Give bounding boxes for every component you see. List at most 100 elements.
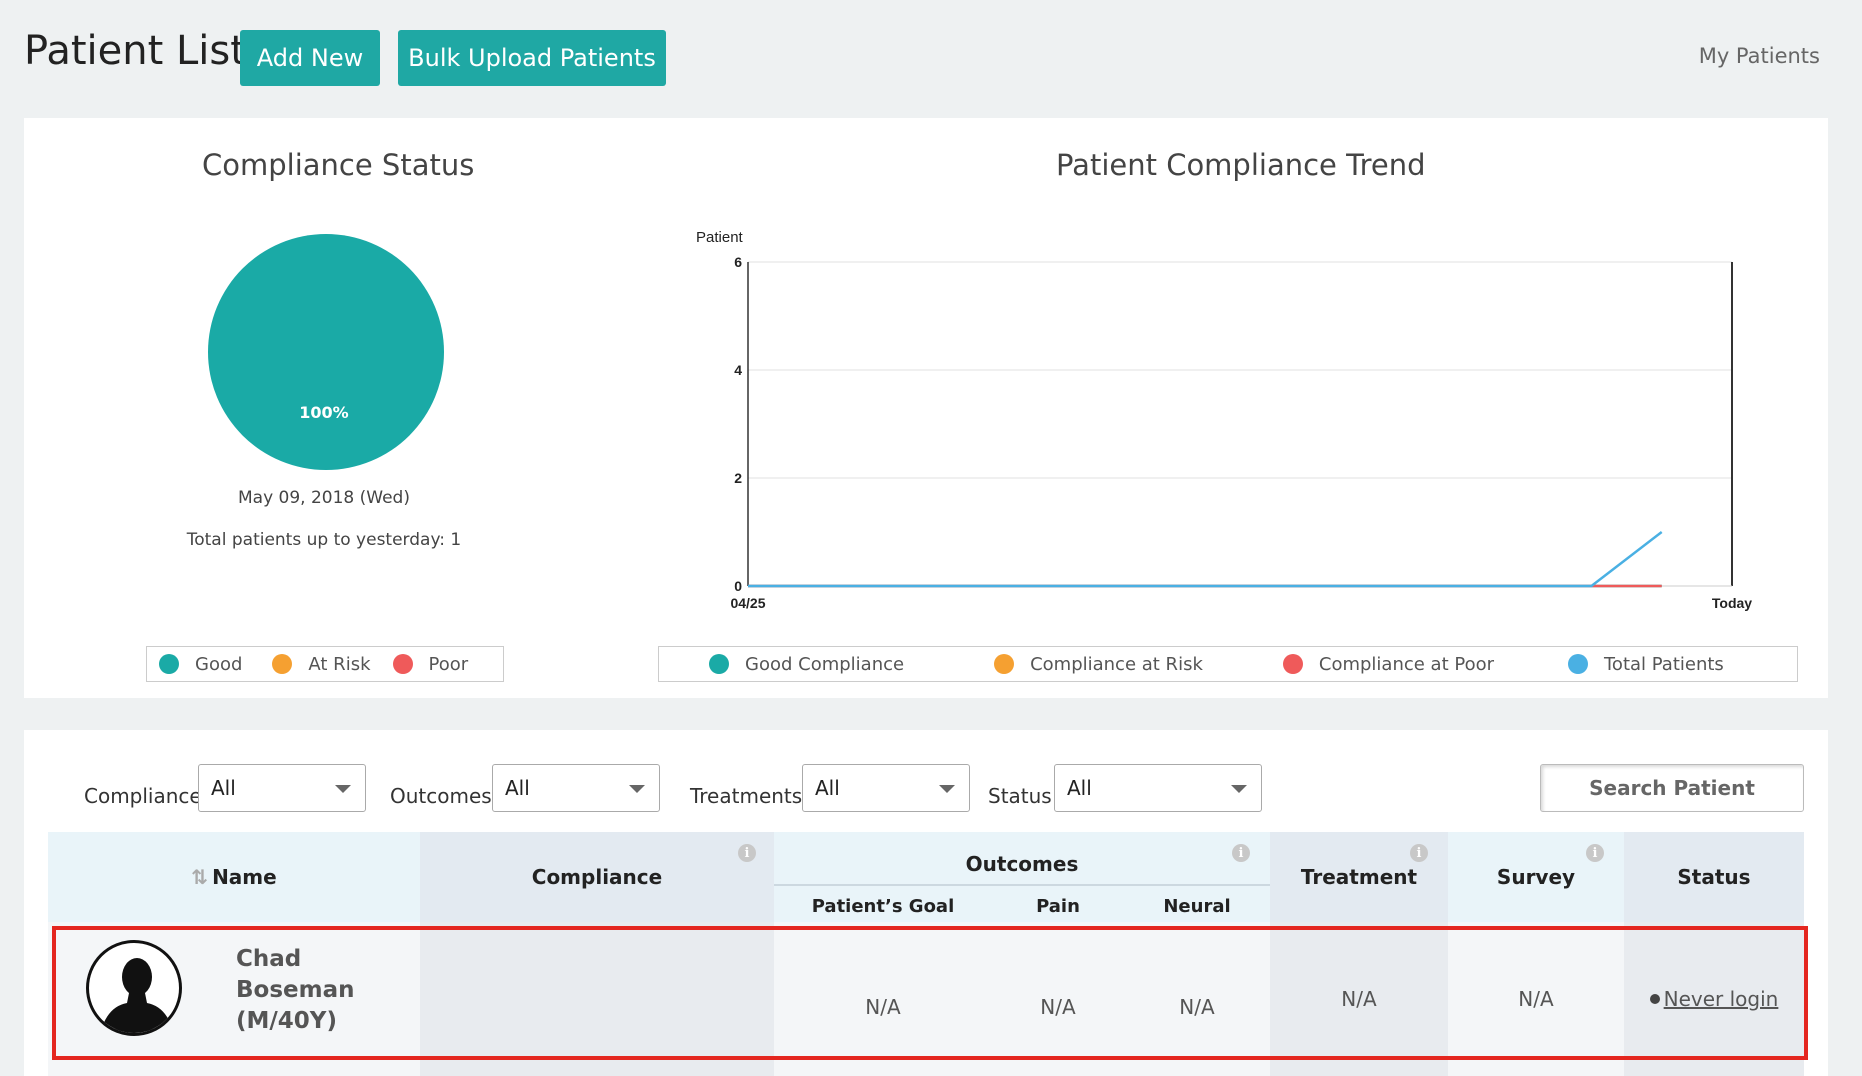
good-compliance-dot-icon — [709, 654, 729, 674]
neural-subheader: Neural — [1163, 896, 1231, 917]
legend-good-compliance-label: Good Compliance — [745, 653, 905, 675]
chevron-down-icon — [629, 785, 645, 793]
search-patient-button[interactable]: Search Patient — [1540, 764, 1804, 812]
table-header: ⇅ Name Compliance i Outcomes i Patient’s… — [48, 832, 1804, 922]
status-dot-icon — [1649, 994, 1660, 1004]
trend-title: Patient Compliance Trend — [1056, 148, 1426, 182]
name-column-header[interactable]: ⇅ Name — [48, 832, 420, 922]
patient-table-card: Compliance All Outcomes All Treatments A… — [24, 730, 1828, 1076]
y-tick-label: 6 — [734, 254, 742, 270]
neural-value: N/A — [1179, 995, 1215, 1019]
legend-compliance-poor-label: Compliance at Poor — [1318, 653, 1494, 675]
status-filter-label: Status — [988, 784, 1052, 808]
trend-line-chart: Patient 0 2 4 6 04/25 Today — [696, 229, 1752, 611]
poor-dot-icon — [392, 654, 413, 674]
never-login-link[interactable]: Never login — [1663, 987, 1779, 1011]
status-filter-select[interactable]: All — [1054, 764, 1262, 812]
outcomes-filter-label: Outcomes — [390, 784, 492, 808]
compliance-info-icon[interactable]: i — [738, 844, 756, 862]
bulk-upload-button[interactable]: Bulk Upload Patients — [398, 30, 666, 86]
outcomes-header-label: Outcomes — [965, 852, 1079, 876]
compliance-risk-dot-icon — [994, 654, 1015, 674]
survey-value: N/A — [1518, 987, 1554, 1011]
y-tick-label: 0 — [734, 578, 742, 594]
outcomes-column-header — [774, 832, 1270, 922]
avatar — [86, 940, 182, 1036]
treatment-cell: N/A — [1270, 922, 1448, 1076]
patient-meta: (M/40Y) — [236, 1008, 337, 1034]
add-new-button[interactable]: Add New — [240, 30, 380, 86]
y-axis-label: Patient — [696, 229, 744, 246]
legend-good-label: Good — [195, 653, 243, 675]
pain-value: N/A — [1040, 995, 1076, 1019]
neural-cell: N/A — [1124, 922, 1270, 1076]
sort-icon[interactable]: ⇅ — [191, 865, 209, 889]
my-patients-link[interactable]: My Patients — [1698, 44, 1820, 68]
outcomes-filter-select[interactable]: All — [492, 764, 660, 812]
goal-cell: N/A — [774, 922, 992, 1076]
pain-subheader: Pain — [1036, 896, 1080, 917]
legend-good: Good — [159, 654, 242, 675]
treatments-filter-label: Treatments — [690, 784, 803, 808]
table-row[interactable]: Chad Boseman (M/40Y) N/A N/A N/A N/A N/A — [48, 922, 1804, 1076]
treatment-header-label: Treatment — [1300, 865, 1418, 889]
legend-total-patients-label: Total Patients — [1604, 653, 1724, 675]
treatment-info-icon[interactable]: i — [1410, 844, 1428, 862]
chevron-down-icon — [939, 785, 955, 793]
series-line-total-patients — [748, 531, 1663, 588]
legend-at-risk: At Risk — [272, 653, 371, 675]
total-patients-dot-icon — [1568, 654, 1588, 674]
page-title: Patient List — [24, 28, 246, 74]
patient-name-label[interactable]: Chad Boseman — [236, 946, 355, 1003]
legend-good-compliance: Good Compliance — [709, 654, 904, 675]
treatments-filter-select[interactable]: All — [802, 764, 970, 812]
survey-info-icon[interactable]: i — [1586, 844, 1604, 862]
trend-legend: Good Compliance Compliance at Risk Compl… — [658, 646, 1798, 682]
compliance-cell — [420, 922, 774, 1076]
x-tick-label: 04/25 — [730, 595, 765, 611]
compliance-legend: Good At Risk Poor — [146, 646, 504, 682]
y-tick-label: 2 — [734, 470, 742, 486]
person-silhouette-icon — [100, 958, 174, 1033]
legend-at-risk-label: At Risk — [308, 653, 371, 675]
compliance-filter-label: Compliance — [84, 784, 202, 808]
at-risk-dot-icon — [272, 654, 293, 674]
legend-poor-label: Poor — [428, 653, 469, 675]
goal-subheader: Patient’s Goal — [811, 896, 955, 917]
legend-compliance-risk: Compliance at Risk — [994, 654, 1203, 675]
compliance-pie-chart — [208, 234, 444, 470]
compliance-total: Total patients up to yesterday: 1 — [186, 530, 462, 550]
name-cell[interactable]: Chad Boseman (M/40Y) — [48, 922, 420, 1076]
y-tick-label: 4 — [734, 362, 742, 378]
legend-total-patients: Total Patients — [1568, 654, 1724, 675]
good-dot-icon — [159, 654, 179, 674]
x-tick-label: Today — [1712, 595, 1752, 611]
charts-card: Compliance Status 100% May 09, 2018 (Wed… — [24, 118, 1828, 698]
compliance-date: May 09, 2018 (Wed) — [238, 488, 410, 508]
pain-cell: N/A — [992, 922, 1124, 1076]
status-cell: Never login — [1624, 922, 1804, 1076]
legend-poor: Poor — [392, 653, 469, 675]
compliance-column-header: Compliance — [420, 832, 774, 922]
status-column-header: Status — [1624, 832, 1804, 922]
chevron-down-icon — [1231, 785, 1247, 793]
pie-slice-label: 100% — [299, 403, 349, 422]
treatment-column-header: Treatment — [1270, 832, 1448, 922]
compliance-poor-dot-icon — [1282, 654, 1303, 674]
outcomes-divider — [774, 884, 1270, 886]
compliance-filter-value: All — [211, 776, 236, 800]
compliance-header-label: Compliance — [531, 865, 663, 889]
status-header-label: Status — [1677, 865, 1751, 889]
chevron-down-icon — [335, 785, 351, 793]
pie-slice-good — [208, 234, 444, 470]
compliance-status-title: Compliance Status — [202, 148, 475, 182]
outcomes-filter-value: All — [505, 776, 530, 800]
patient-name[interactable]: Chad Boseman (M/40Y) — [236, 944, 420, 1037]
name-header-label: Name — [212, 865, 277, 889]
status-filter-value: All — [1067, 776, 1092, 800]
outcomes-info-icon[interactable]: i — [1232, 844, 1250, 862]
legend-compliance-risk-label: Compliance at Risk — [1030, 653, 1203, 675]
goal-value: N/A — [865, 995, 901, 1019]
survey-cell: N/A — [1448, 922, 1624, 1076]
compliance-filter-select[interactable]: All — [198, 764, 366, 812]
